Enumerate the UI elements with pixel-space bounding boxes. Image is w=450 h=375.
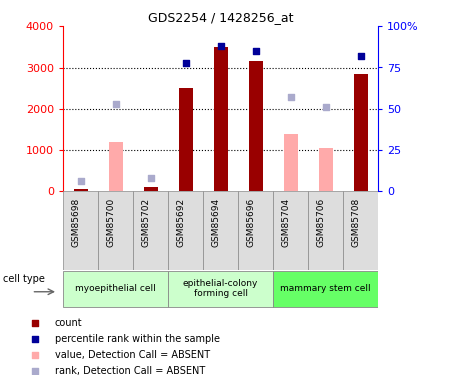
Text: epithelial-colony
forming cell: epithelial-colony forming cell <box>183 279 258 298</box>
Bar <box>213 47 228 191</box>
Text: GSM85694: GSM85694 <box>212 198 220 247</box>
FancyBboxPatch shape <box>98 191 133 270</box>
FancyBboxPatch shape <box>343 191 378 270</box>
Text: myoepithelial cell: myoepithelial cell <box>75 284 156 293</box>
Point <box>31 352 38 358</box>
Point <box>322 104 329 110</box>
Bar <box>248 61 262 191</box>
Text: cell type: cell type <box>3 274 45 284</box>
Point <box>147 175 154 181</box>
FancyBboxPatch shape <box>238 191 273 270</box>
Text: GSM85702: GSM85702 <box>141 198 150 247</box>
Text: GSM85704: GSM85704 <box>282 198 291 247</box>
FancyBboxPatch shape <box>203 191 238 270</box>
FancyBboxPatch shape <box>168 271 273 307</box>
Point <box>31 320 38 326</box>
FancyBboxPatch shape <box>63 271 168 307</box>
Text: GSM85700: GSM85700 <box>107 198 116 247</box>
Text: mammary stem cell: mammary stem cell <box>280 284 371 293</box>
Title: GDS2254 / 1428256_at: GDS2254 / 1428256_at <box>148 11 293 24</box>
Text: GSM85696: GSM85696 <box>247 198 256 247</box>
Bar <box>284 134 297 191</box>
FancyBboxPatch shape <box>273 191 308 270</box>
Text: GSM85706: GSM85706 <box>316 198 325 247</box>
Bar <box>144 187 158 191</box>
Text: percentile rank within the sample: percentile rank within the sample <box>55 334 220 344</box>
Bar <box>73 189 87 191</box>
Bar <box>179 88 193 191</box>
Point <box>252 48 259 54</box>
Point <box>182 60 189 66</box>
Text: rank, Detection Call = ABSENT: rank, Detection Call = ABSENT <box>55 366 205 375</box>
Point <box>287 94 294 100</box>
Bar <box>354 74 368 191</box>
Point <box>77 178 84 184</box>
FancyBboxPatch shape <box>273 271 378 307</box>
Bar <box>144 187 158 191</box>
FancyBboxPatch shape <box>308 191 343 270</box>
Text: count: count <box>55 318 82 328</box>
Text: GSM85698: GSM85698 <box>72 198 81 247</box>
Bar <box>319 148 333 191</box>
Point <box>31 336 38 342</box>
Text: GSM85708: GSM85708 <box>351 198 360 247</box>
Point <box>357 53 364 59</box>
FancyBboxPatch shape <box>63 191 98 270</box>
Point <box>31 368 38 374</box>
Text: value, Detection Call = ABSENT: value, Detection Call = ABSENT <box>55 350 210 360</box>
Text: GSM85692: GSM85692 <box>176 198 185 247</box>
Point <box>112 101 119 107</box>
FancyBboxPatch shape <box>133 191 168 270</box>
FancyBboxPatch shape <box>168 191 203 270</box>
Bar <box>108 142 122 191</box>
Point <box>217 43 224 49</box>
